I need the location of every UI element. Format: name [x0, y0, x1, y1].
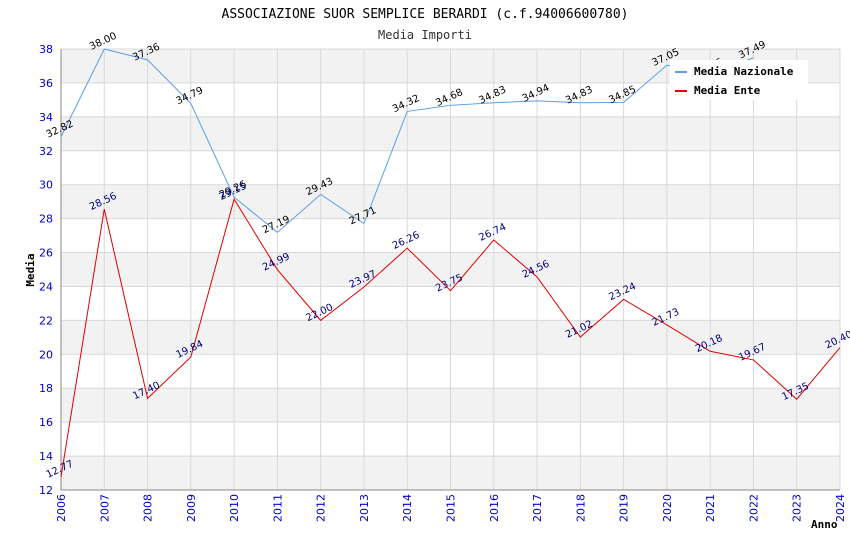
x-tick-label: 2022: [747, 494, 760, 522]
y-tick-label: 14: [39, 450, 53, 463]
chart-title: ASSOCIAZIONE SUOR SEMPLICE BERARDI (c.f.…: [222, 7, 629, 22]
x-tick-label: 2014: [401, 494, 414, 522]
x-tick-label: 2019: [618, 494, 631, 522]
y-tick-label: 30: [39, 179, 53, 192]
y-axis-label: Media: [24, 253, 37, 286]
series-lines: [60, 48, 841, 478]
x-tick-label: 2017: [531, 494, 544, 522]
y-tick-label: 24: [39, 280, 53, 293]
data-label: 26.74: [477, 222, 508, 244]
y-tick-label: 20: [39, 348, 53, 361]
y-tick-label: 16: [39, 416, 53, 429]
legend-box: [670, 60, 808, 100]
x-axis-label: Anno: [811, 518, 838, 531]
x-tick-label: 2023: [791, 494, 804, 522]
y-tick-label: 38: [39, 43, 53, 56]
legend-label-media-nazionale: Media Nazionale: [694, 65, 794, 78]
data-label: 34.32: [391, 93, 422, 115]
y-tick-label: 26: [39, 247, 53, 260]
series-line-media-ente: [60, 197, 841, 478]
x-tick-label: 2020: [661, 494, 674, 522]
x-tick-label: 2024: [834, 494, 847, 522]
chart-subtitle: Media Importi: [378, 28, 472, 42]
x-tick-label: 2007: [98, 494, 111, 522]
y-tick-label: 36: [39, 77, 53, 90]
legend: Media Nazionale Media Ente: [670, 60, 808, 100]
x-tick-label: 2012: [315, 494, 328, 522]
y-tick-label: 12: [39, 484, 53, 497]
x-tick-label: 2008: [142, 494, 155, 522]
x-tick-label: 2021: [704, 494, 717, 522]
y-tick-label: 34: [39, 111, 53, 124]
x-tick-label: 2015: [445, 494, 458, 522]
x-tick-label: 2006: [55, 494, 68, 522]
x-tick-label: 2018: [574, 494, 587, 522]
data-label: 34.79: [174, 85, 205, 107]
y-tick-label: 18: [39, 382, 53, 395]
x-tick-label: 2009: [185, 494, 198, 522]
y-tick-label: 32: [39, 145, 53, 158]
series-line-media-nazionale: [60, 48, 754, 234]
y-tick-label: 22: [39, 314, 53, 327]
y-tick-label: 28: [39, 213, 53, 226]
legend-label-media-ente: Media Ente: [694, 84, 761, 97]
x-tick-label: 2010: [228, 494, 241, 522]
x-tick-label: 2016: [488, 494, 501, 522]
data-label: 34.83: [564, 84, 595, 106]
x-tick-label: 2013: [358, 494, 371, 522]
x-tick-label: 2011: [271, 494, 284, 522]
